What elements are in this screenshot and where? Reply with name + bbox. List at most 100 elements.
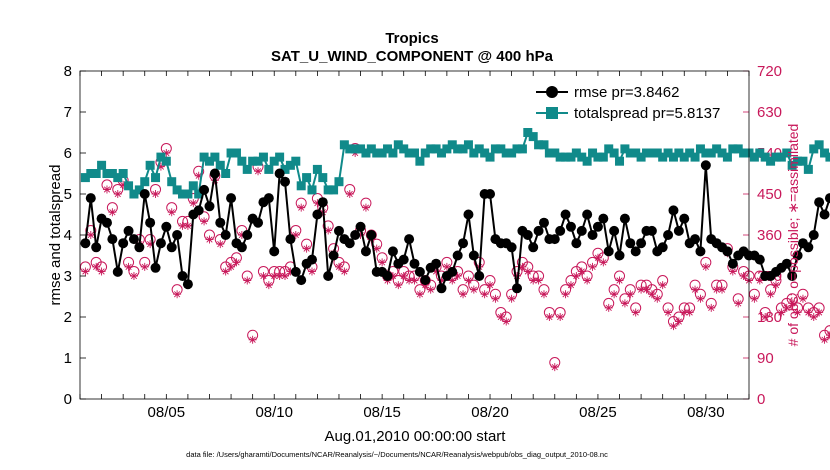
y-tick-label: 0: [64, 391, 72, 408]
obs-assimilated-point: [243, 276, 252, 285]
rmse-point: [118, 238, 129, 249]
obs-assimilated-point: [798, 294, 807, 303]
rmse-point: [625, 238, 636, 249]
rmse-point: [431, 258, 442, 269]
totalspread-point: [296, 181, 306, 191]
obs-assimilated-point: [200, 217, 209, 226]
totalspread-point: [641, 148, 651, 158]
legend-rmse-marker: [546, 86, 558, 98]
y2-tick-label: 450: [757, 186, 782, 203]
totalspread-point: [539, 140, 549, 150]
x-tick-label: 08/30: [687, 404, 725, 421]
chart-subtitle: SAT_U_WIND_COMPONENT @ 400 hPa: [271, 48, 554, 65]
obs-assimilated-point: [119, 180, 128, 189]
totalspread-point: [291, 156, 301, 166]
totalspread-point: [436, 148, 446, 158]
obs-assimilated-point: [286, 267, 295, 276]
obs-assimilated-point: [183, 221, 192, 230]
rmse-point: [182, 279, 193, 290]
obs-assimilated-point: [448, 276, 457, 285]
totalspread-point: [107, 169, 117, 178]
obs-assimilated-point: [140, 262, 149, 271]
totalspread-point: [695, 144, 705, 154]
totalspread-point: [620, 144, 630, 154]
totalspread-point: [269, 156, 279, 166]
totalspread-point: [264, 164, 274, 174]
totalspread-point: [356, 144, 366, 154]
obs-assimilated-point: [146, 240, 155, 249]
rmse-point: [781, 258, 792, 269]
totalspread-point: [512, 144, 522, 154]
obs-assimilated-point: [334, 262, 343, 271]
y-axis-label: rmse and totalspread: [47, 165, 64, 306]
obs-assimilated-point: [394, 281, 403, 290]
totalspread-point: [447, 140, 457, 150]
obs-assimilated-point: [421, 281, 430, 290]
totalspread-point: [528, 132, 538, 142]
totalspread-point: [631, 148, 641, 158]
totalspread-point: [167, 177, 177, 187]
obs-assimilated-point: [653, 294, 662, 303]
obs-assimilated-point: [340, 267, 349, 276]
rmse-point: [172, 230, 183, 240]
y-tick-label: 8: [64, 63, 72, 80]
obs-assimilated-point: [108, 208, 117, 217]
obs-assimilated-point: [469, 285, 478, 294]
totalspread-point: [161, 156, 171, 166]
rmse-point: [414, 266, 425, 277]
y2-axis-label: # of obs: o=possible; ∗=assimilated: [785, 124, 801, 347]
rmse-point: [333, 225, 344, 236]
totalspread-point: [679, 152, 689, 162]
obs-assimilated-point: [550, 363, 559, 372]
totalspread-point: [490, 144, 500, 154]
totalspread-point: [97, 160, 107, 170]
rmse-point: [792, 250, 803, 261]
rmse-point: [485, 189, 496, 199]
rmse-point: [803, 242, 814, 253]
obs-assimilated-point: [604, 303, 613, 312]
y-axis-left: 0 1 2 3 4 5 6 7 8: [64, 63, 86, 408]
rmse-point: [350, 230, 361, 240]
obs-assimilated-point: [615, 276, 624, 285]
obs-assimilated-point: [820, 335, 829, 344]
obs-assimilated-point: [620, 299, 629, 308]
rmse-point: [236, 242, 247, 253]
totalspread-point: [647, 148, 657, 158]
rmse-point: [139, 189, 150, 199]
obs-assimilated-point: [739, 272, 748, 280]
totalspread-point: [577, 152, 587, 162]
obs-assimilated-point: [378, 258, 387, 267]
totalspread-point: [798, 156, 808, 166]
rmse-point: [447, 266, 458, 277]
y-tick-label: 2: [64, 309, 72, 326]
totalspread-point: [593, 152, 603, 162]
rmse-point: [226, 193, 237, 204]
obs-assimilated-point: [248, 335, 257, 344]
rmse-point: [619, 213, 630, 224]
obs-assimilated-point: [755, 276, 764, 285]
rmse-point: [528, 242, 539, 253]
totalspread-point: [248, 156, 258, 166]
obs-assimilated-point: [728, 267, 737, 276]
totalspread-point: [550, 148, 560, 158]
totalspread-point: [534, 140, 544, 150]
x-axis-label: Aug.01,2010 00:00:00 start: [325, 428, 507, 445]
rmse-point: [598, 213, 609, 224]
rmse-point: [592, 221, 603, 232]
obs-assimilated-point: [534, 276, 543, 285]
rmse-point: [824, 193, 830, 204]
obs-assimilated-point: [507, 294, 516, 303]
rmse-point: [458, 238, 469, 249]
rmse-point: [587, 230, 598, 240]
totalspread-point: [625, 148, 635, 158]
rmse-point: [312, 209, 323, 220]
rmse-point: [209, 168, 220, 179]
rmse-point: [242, 230, 253, 240]
totalspread-point: [237, 156, 247, 166]
rmse-point: [700, 160, 711, 171]
obs-assimilated-point: [324, 226, 333, 235]
totalspread-point: [393, 140, 403, 150]
totalspread-point: [399, 144, 409, 154]
rmse-point: [420, 275, 431, 286]
totalspread-point: [410, 148, 419, 158]
